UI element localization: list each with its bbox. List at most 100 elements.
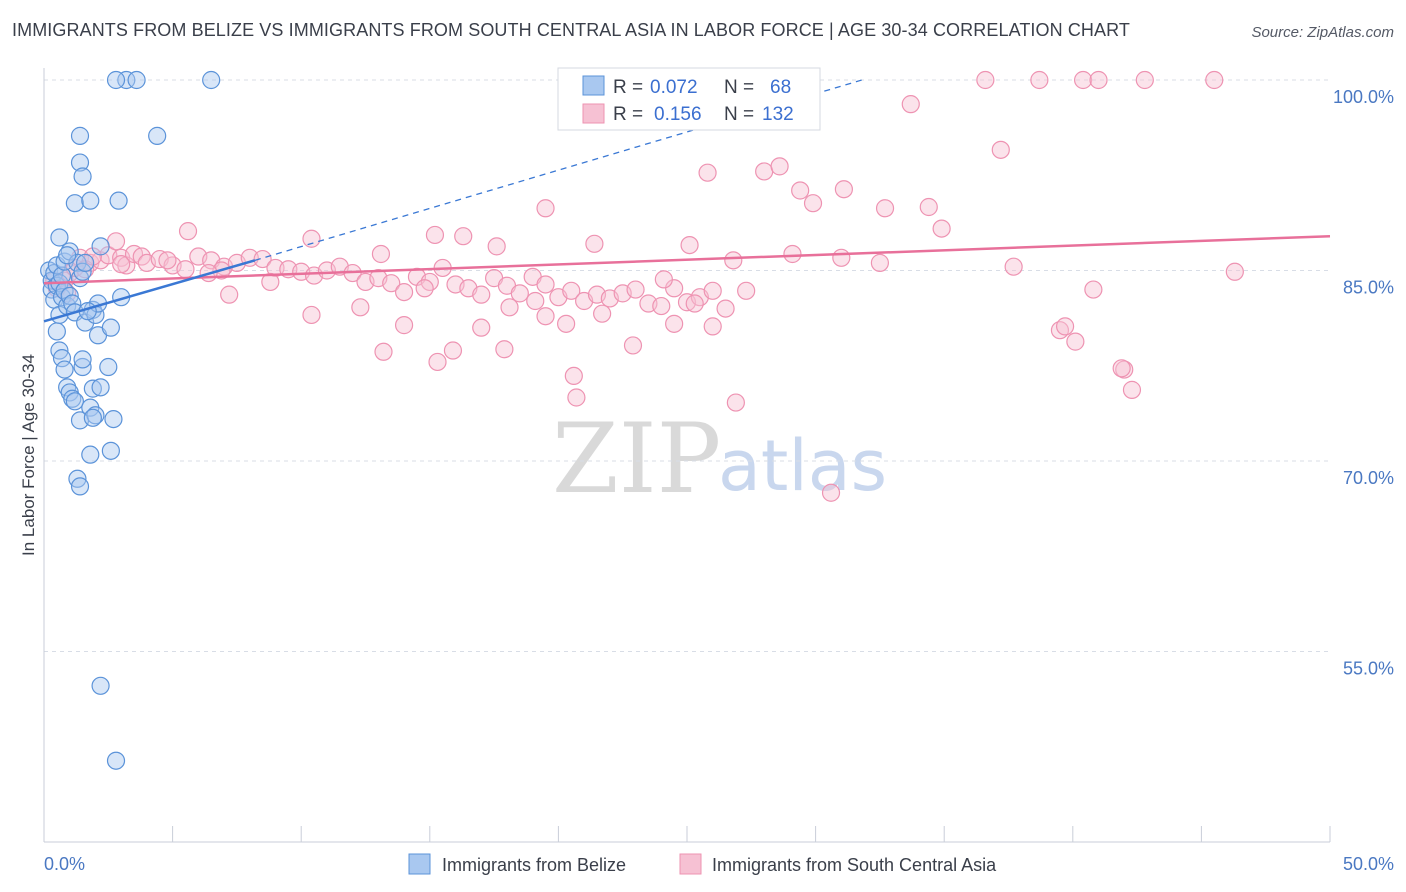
watermark: ZIP atlas (552, 403, 887, 515)
asia-point (716, 299, 735, 318)
y-tick-label-100: 100.0% (1333, 87, 1394, 107)
asia-point (1122, 380, 1142, 399)
bottom-legend-swatch-belize (408, 853, 431, 875)
belize-point (73, 350, 92, 369)
x-axis-ticks (43, 826, 1331, 842)
belize-point (76, 253, 95, 272)
legend-n-value-belize: 68 (770, 77, 791, 98)
asia-point (253, 249, 272, 269)
asia-point (302, 305, 321, 325)
bottom-legend: Immigrants from Belize Immigrants from S… (408, 853, 997, 875)
legend-r-label-belize: R = (613, 77, 643, 98)
asia-point (536, 307, 555, 326)
series-belize-points (40, 70, 221, 770)
legend-r-label-asia: R = (613, 104, 643, 125)
belize-point (99, 357, 118, 377)
asia-point (371, 244, 391, 264)
belize-point (73, 167, 92, 186)
belize-point (109, 191, 128, 210)
bottom-legend-swatch-asia (679, 853, 702, 875)
asia-point (1066, 332, 1085, 351)
belize-point (81, 445, 100, 464)
belize-point (91, 378, 110, 397)
series-asia-points (45, 70, 1244, 502)
belize-point (106, 751, 126, 770)
belize-point (65, 392, 84, 411)
belize-point (86, 406, 105, 425)
asia-point (654, 270, 673, 289)
bottom-legend-asia: Immigrants from South Central Asia (712, 855, 997, 875)
asia-point (567, 388, 586, 407)
belize-point (58, 378, 77, 397)
asia-point (626, 280, 645, 299)
belize-point (52, 266, 72, 285)
x-tick-label-min: 0.0% (44, 854, 85, 874)
belize-point (68, 253, 87, 272)
belize-point (55, 360, 74, 379)
trend-line-belize (43, 259, 256, 323)
asia-point (703, 317, 722, 336)
source-credit: Source: ZipAtlas.com (1251, 24, 1394, 41)
asia-point (770, 157, 789, 176)
asia-point (382, 274, 401, 293)
asia-point (875, 199, 895, 218)
belize-point (63, 389, 82, 408)
belize-point (70, 153, 90, 172)
belize-point (127, 70, 146, 90)
belize-point (91, 237, 110, 256)
belize-point (83, 408, 102, 427)
legend-n-label-belize: N = (724, 77, 754, 98)
asia-point (832, 248, 851, 267)
asia-point (500, 298, 519, 317)
asia-point (536, 275, 555, 294)
belize-point (81, 191, 100, 210)
asia-point (428, 352, 447, 372)
belize-point (52, 349, 72, 368)
watermark-zip: ZIP (552, 403, 721, 515)
y-tick-labels: 55.0% 70.0% 85.0% 100.0% (1333, 87, 1394, 679)
asia-point (821, 483, 841, 502)
asia-point (425, 225, 445, 245)
belize-point (117, 70, 136, 90)
legend-r-value-asia: 0.156 (654, 104, 702, 125)
belize-point (202, 70, 221, 90)
asia-point (106, 232, 126, 251)
asia-point (737, 281, 756, 300)
asia-point (703, 281, 722, 300)
asia-point (415, 279, 434, 298)
asia-point (510, 284, 529, 303)
belize-point (58, 246, 77, 265)
asia-point (834, 180, 853, 199)
asia-point (932, 219, 951, 238)
legend-swatch-asia (582, 103, 605, 124)
belize-point (50, 228, 69, 247)
belize-point (47, 322, 66, 341)
legend-box: R = 0.072 N = 68 R = 0.156 N = 132 (557, 67, 821, 131)
asia-point (394, 282, 414, 302)
asia-point (112, 255, 131, 274)
asia-point (1030, 70, 1049, 90)
trend-line-asia (43, 234, 1331, 285)
asia-point (976, 70, 995, 90)
asia-point (472, 318, 491, 337)
asia-point (178, 222, 198, 241)
asia-point (261, 272, 280, 292)
asia-point (698, 163, 717, 182)
asia-point (991, 140, 1010, 159)
belize-point (70, 126, 90, 145)
asia-point (803, 194, 823, 213)
asia-point (374, 342, 393, 361)
asia-point (1112, 359, 1131, 378)
asia-point (526, 291, 545, 311)
asia-point (755, 162, 774, 181)
asia-point (158, 251, 177, 270)
asia-point (176, 260, 195, 279)
belize-point (70, 477, 90, 496)
asia-point (564, 366, 583, 386)
belize-point (101, 318, 120, 337)
asia-point (351, 298, 370, 317)
asia-point (1205, 70, 1224, 90)
asia-point (557, 314, 576, 333)
asia-point (1073, 70, 1093, 90)
